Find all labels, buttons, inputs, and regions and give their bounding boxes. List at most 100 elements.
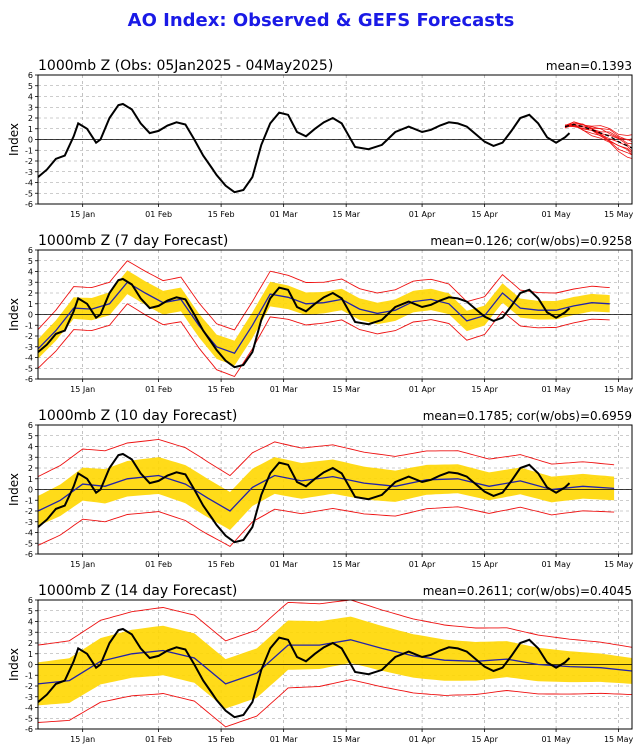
y-tick-label: 1 xyxy=(28,475,33,484)
y-tick-label: -2 xyxy=(25,157,33,166)
y-tick-label: 3 xyxy=(28,278,33,287)
panel-4: -6 -5-4 -3 -2 -10 1 2 34 5 6 15 Jan 01 Feb 15 Feb 01 … xyxy=(7,583,633,744)
y-tick-label: -1 xyxy=(25,146,33,155)
x-tick-label: 01 Feb xyxy=(145,735,172,744)
ensemble-upper-line xyxy=(37,599,633,648)
y-tick-label: -5 xyxy=(25,714,33,723)
x-tick-label: 01 May xyxy=(541,560,571,569)
x-tick-label: 15 Jan xyxy=(70,210,95,219)
y-tick-label: -1 xyxy=(25,321,33,330)
x-tick-label: 01 Mar xyxy=(270,735,299,744)
y-tick-label: 4 xyxy=(28,618,33,627)
x-tick-label: 01 Feb xyxy=(145,560,172,569)
y-tick-label: -2 xyxy=(25,332,33,341)
x-tick-label: 15 May xyxy=(604,560,634,569)
y-tick-label: 2 xyxy=(28,114,33,123)
y-tick-label: -5 xyxy=(25,189,33,198)
y-axis-label: Index xyxy=(7,123,21,156)
y-tick-label: 6 xyxy=(28,71,33,80)
y-tick-label: 4 xyxy=(28,268,33,277)
panel-3: -6 -5-4 -3 -2 -10 1 2 34 5 6 15 Jan 01 Feb 15 Feb 01 … xyxy=(7,408,633,569)
y-tick-label: 1 xyxy=(28,300,33,309)
x-tick-label: 15 Apr xyxy=(471,560,498,569)
y-tick-label: -2 xyxy=(25,682,33,691)
y-tick-label: 6 xyxy=(28,246,33,255)
y-tick-label: 3 xyxy=(28,103,33,112)
y-tick-label: -6 xyxy=(25,200,33,209)
ensemble-lower-line xyxy=(37,303,610,378)
panel-title: 1000mb Z (7 day Forecast) xyxy=(38,233,228,249)
y-tick-label: -3 xyxy=(25,343,33,352)
y-tick-label: 0 xyxy=(28,486,33,495)
y-tick-label: 4 xyxy=(28,93,33,102)
y-tick-label: 5 xyxy=(28,257,33,266)
panel-stats: mean=0.126; cor(w/obs)=0.9258 xyxy=(430,234,632,248)
y-tick-label: 1 xyxy=(28,125,33,134)
main-title: AO Index: Observed & GEFS Forecasts xyxy=(127,10,515,31)
y-tick-label: -4 xyxy=(25,354,33,363)
panel-title: 1000mb Z (Obs: 05Jan2025 - 04May2025) xyxy=(38,58,333,74)
panel-stats: mean=0.2611; cor(w/obs)=0.4045 xyxy=(423,584,632,598)
x-tick-label: 15 Feb xyxy=(208,560,235,569)
x-tick-label: 15 May xyxy=(604,735,634,744)
ensemble-mean-line xyxy=(37,474,615,512)
x-tick-label: 15 Apr xyxy=(471,210,498,219)
x-tick-label: 15 Feb xyxy=(208,735,235,744)
observed-line xyxy=(37,102,571,194)
y-tick-label: 3 xyxy=(28,628,33,637)
y-tick-label: 5 xyxy=(28,82,33,91)
observed-line xyxy=(37,627,571,719)
x-tick-label: 01 May xyxy=(541,385,571,394)
x-tick-label: 01 Apr xyxy=(409,560,436,569)
ensemble-upper-line xyxy=(37,260,610,331)
x-tick-label: 15 Mar xyxy=(332,735,361,744)
x-tick-label: 15 Jan xyxy=(70,735,95,744)
forecast-member-line xyxy=(564,125,633,156)
y-tick-label: 5 xyxy=(28,432,33,441)
ensemble-lower-line xyxy=(37,506,615,547)
x-tick-label: 15 Apr xyxy=(471,735,498,744)
forecast-member-line xyxy=(564,123,633,142)
y-tick-label: -3 xyxy=(25,168,33,177)
y-tick-label: 0 xyxy=(28,311,33,320)
y-tick-label: 2 xyxy=(28,464,33,473)
y-tick-label: 2 xyxy=(28,289,33,298)
y-tick-label: 6 xyxy=(28,421,33,430)
observed-line xyxy=(37,452,571,544)
forecast-member-line xyxy=(564,122,633,145)
y-axis-label: Index xyxy=(7,648,21,681)
spread-band xyxy=(38,457,615,530)
x-tick-label: 01 Apr xyxy=(409,735,436,744)
y-tick-label: 2 xyxy=(28,639,33,648)
x-tick-label: 15 Apr xyxy=(471,385,498,394)
y-tick-label: 5 xyxy=(28,607,33,616)
x-tick-label: 15 Jan xyxy=(70,560,95,569)
x-tick-label: 01 Mar xyxy=(270,385,299,394)
forecast-member-line xyxy=(564,121,633,136)
x-tick-label: 15 Feb xyxy=(208,210,235,219)
y-tick-label: -4 xyxy=(25,704,33,713)
y-tick-label: 1 xyxy=(28,650,33,659)
spread-band xyxy=(38,270,610,366)
panel-title: 1000mb Z (14 day Forecast) xyxy=(38,583,237,599)
y-tick-label: -6 xyxy=(25,550,33,559)
panel-2: -6 -5-4 -3 -2 -10 1 2 34 5 6 15 Jan 01 Feb 15 Feb 01 … xyxy=(7,233,633,394)
x-tick-label: 15 Mar xyxy=(332,385,361,394)
y-axis-label: Index xyxy=(7,298,21,331)
y-tick-label: 0 xyxy=(28,661,33,670)
y-tick-label: -3 xyxy=(25,693,33,702)
y-axis-label: Index xyxy=(7,473,21,506)
panel-title: 1000mb Z (10 day Forecast) xyxy=(38,408,237,424)
x-tick-label: 15 Feb xyxy=(208,385,235,394)
y-tick-label: -4 xyxy=(25,179,33,188)
y-tick-label: -4 xyxy=(25,529,33,538)
x-tick-label: 01 Mar xyxy=(270,210,299,219)
ensemble-lower-line xyxy=(37,679,633,728)
x-tick-label: 01 Apr xyxy=(409,210,436,219)
y-tick-label: -6 xyxy=(25,725,33,734)
y-tick-label: -5 xyxy=(25,539,33,548)
y-tick-label: -6 xyxy=(25,375,33,384)
x-tick-label: 01 Apr xyxy=(409,385,436,394)
x-tick-label: 15 Mar xyxy=(332,210,361,219)
